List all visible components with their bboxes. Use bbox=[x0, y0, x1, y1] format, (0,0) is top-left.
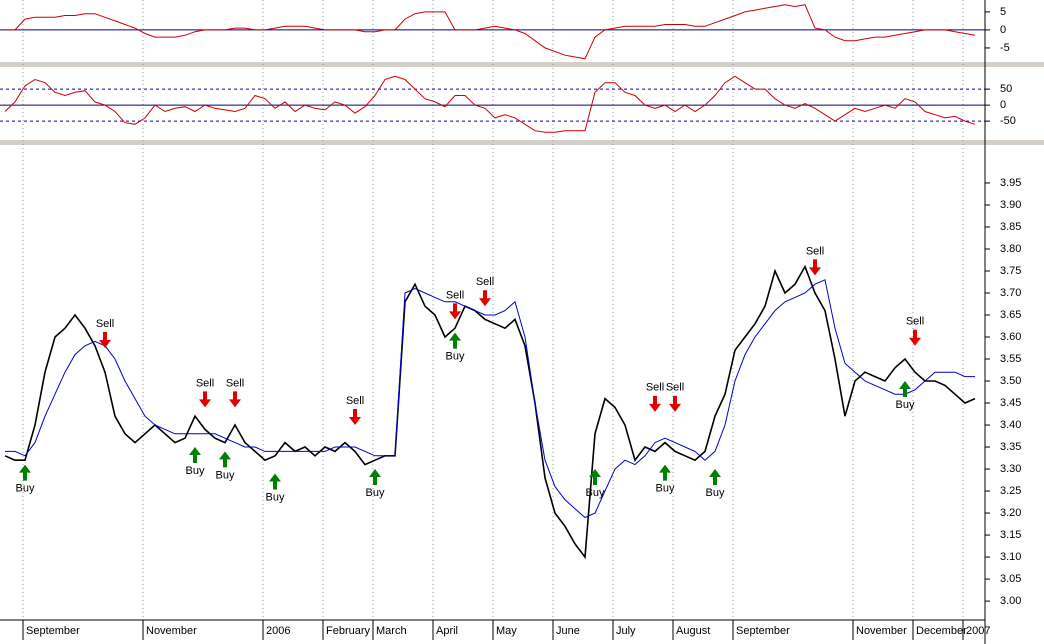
y-tick-label: 0 bbox=[1000, 24, 1006, 36]
buy-arrow bbox=[189, 447, 201, 464]
y-tick-label: 3.85 bbox=[1000, 221, 1021, 233]
x-tick-label: May bbox=[496, 625, 517, 637]
sell-arrow bbox=[649, 395, 661, 412]
buy-arrow bbox=[589, 469, 601, 486]
annotation-label: Sell bbox=[346, 395, 364, 407]
y-tick-label: 0 bbox=[1000, 99, 1006, 111]
y-tick-label: 3.75 bbox=[1000, 265, 1021, 277]
y-tick-label: 3.90 bbox=[1000, 199, 1021, 211]
sell-arrow bbox=[229, 391, 241, 408]
y-tick-label: 3.65 bbox=[1000, 309, 1021, 321]
annotation-label: Sell bbox=[646, 382, 664, 394]
series-line bbox=[4, 75, 976, 133]
annotation-label: Sell bbox=[446, 289, 464, 301]
sell-arrow bbox=[349, 409, 361, 426]
y-tick-label: -5 bbox=[1000, 42, 1010, 54]
x-tick-label: 2007 bbox=[966, 625, 990, 637]
x-tick-label: June bbox=[556, 625, 580, 637]
sell-arrow bbox=[479, 290, 491, 307]
annotation-label: Buy bbox=[186, 465, 205, 477]
annotation-label: Buy bbox=[656, 483, 675, 495]
panel-divider bbox=[0, 62, 1044, 67]
y-tick-label: 3.30 bbox=[1000, 463, 1021, 475]
y-tick-label: -50 bbox=[1000, 115, 1016, 127]
y-tick-label: 3.45 bbox=[1000, 397, 1021, 409]
y-tick-label: 50 bbox=[1000, 83, 1012, 95]
sell-arrow bbox=[99, 332, 111, 349]
y-tick-label: 3.10 bbox=[1000, 551, 1021, 563]
x-tick-label: November bbox=[146, 625, 197, 637]
x-tick-label: March bbox=[376, 625, 407, 637]
x-tick-label: July bbox=[616, 625, 636, 637]
series-line bbox=[5, 4, 976, 60]
annotation-label: Buy bbox=[366, 487, 385, 499]
y-tick-label: 3.55 bbox=[1000, 353, 1021, 365]
annotation-label: Sell bbox=[96, 318, 114, 330]
buy-arrow bbox=[659, 464, 671, 481]
annotation-label: Sell bbox=[906, 316, 924, 328]
y-tick-label: 3.80 bbox=[1000, 243, 1021, 255]
annotation-label: Buy bbox=[896, 399, 915, 411]
y-tick-label: 3.25 bbox=[1000, 485, 1021, 497]
x-tick-label: September bbox=[736, 625, 790, 637]
annotation-label: Buy bbox=[706, 487, 725, 499]
buy-arrow bbox=[219, 451, 231, 468]
sell-arrow bbox=[669, 395, 681, 412]
y-tick-label: 3.20 bbox=[1000, 507, 1021, 519]
series-line bbox=[5, 279, 975, 519]
buy-arrow bbox=[369, 469, 381, 486]
y-tick-label: 5 bbox=[1000, 6, 1006, 18]
series-line bbox=[4, 264, 976, 560]
annotation-label: Buy bbox=[586, 487, 605, 499]
x-tick-label: December bbox=[916, 625, 967, 637]
buy-arrow bbox=[269, 473, 281, 490]
x-tick-label: February bbox=[326, 625, 371, 637]
y-tick-label: 3.35 bbox=[1000, 441, 1021, 453]
y-tick-label: 3.15 bbox=[1000, 529, 1021, 541]
sell-arrow bbox=[449, 303, 461, 320]
x-tick-label: August bbox=[676, 625, 710, 637]
buy-arrow bbox=[709, 469, 721, 486]
y-tick-label: 3.60 bbox=[1000, 331, 1021, 343]
y-tick-label: 3.00 bbox=[1000, 595, 1021, 607]
x-tick-label: 2006 bbox=[266, 625, 290, 637]
sell-arrow bbox=[199, 391, 211, 408]
annotation-label: Buy bbox=[216, 469, 235, 481]
panel-divider bbox=[0, 140, 1044, 145]
annotation-label: Sell bbox=[196, 377, 214, 389]
annotation-label: Sell bbox=[226, 377, 244, 389]
y-tick-label: 3.40 bbox=[1000, 419, 1021, 431]
y-tick-label: 3.70 bbox=[1000, 287, 1021, 299]
y-tick-label: 3.05 bbox=[1000, 573, 1021, 585]
annotation-label: Buy bbox=[16, 483, 35, 495]
annotation-label: Buy bbox=[446, 351, 465, 363]
buy-arrow bbox=[19, 464, 31, 481]
annotation-label: Sell bbox=[476, 276, 494, 288]
buy-arrow bbox=[899, 381, 911, 398]
annotation-label: Sell bbox=[666, 382, 684, 394]
x-tick-label: November bbox=[856, 625, 907, 637]
y-tick-label: 3.50 bbox=[1000, 375, 1021, 387]
x-tick-label: April bbox=[436, 625, 458, 637]
y-tick-label: 3.95 bbox=[1000, 177, 1021, 189]
x-tick-label: September bbox=[26, 625, 80, 637]
annotation-label: Sell bbox=[806, 245, 824, 257]
sell-arrow bbox=[809, 259, 821, 276]
sell-arrow bbox=[909, 329, 921, 346]
buy-arrow bbox=[449, 332, 461, 349]
annotation-label: Buy bbox=[266, 491, 285, 503]
